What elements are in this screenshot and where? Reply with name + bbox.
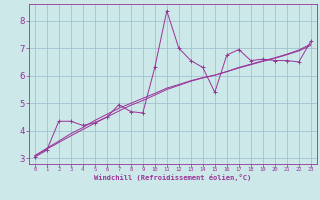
X-axis label: Windchill (Refroidissement éolien,°C): Windchill (Refroidissement éolien,°C) [94,174,252,181]
